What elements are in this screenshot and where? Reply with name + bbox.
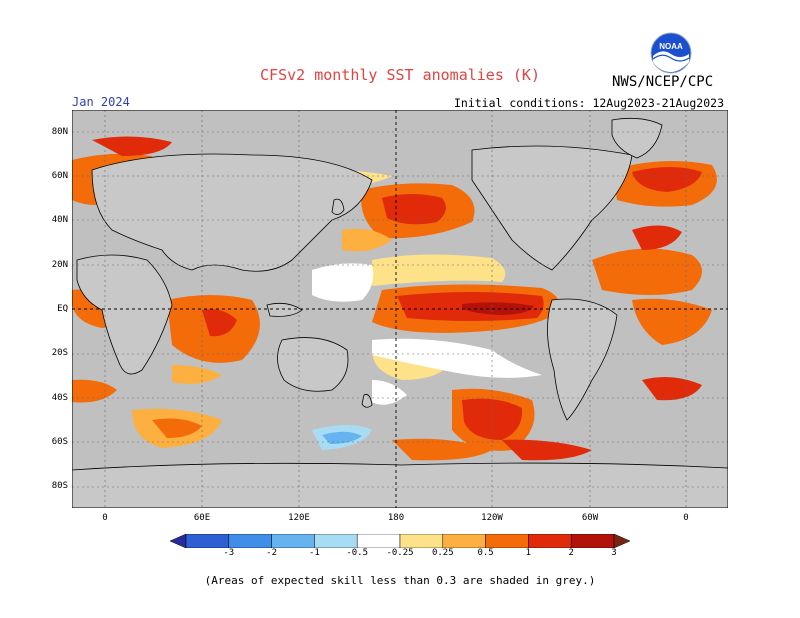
colorbar-label: 0.5 xyxy=(477,548,494,558)
lon-label: 120W xyxy=(481,513,503,523)
reference-lines xyxy=(72,110,728,508)
lon-label: 0 xyxy=(683,513,689,523)
lat-label: 20S xyxy=(51,348,68,358)
colorbar-segment xyxy=(570,534,615,548)
lat-label: 40N xyxy=(51,215,68,225)
colorbar-segment xyxy=(356,534,401,548)
lon-label: 0 xyxy=(102,513,108,523)
colorbar-label: -2 xyxy=(266,548,278,558)
lat-label: 40S xyxy=(51,393,68,403)
lat-label: 60N xyxy=(51,171,68,181)
lat-label: EQ xyxy=(57,304,68,314)
colorbar-label: -0.25 xyxy=(386,548,414,558)
initial-conditions: Initial conditions: 12Aug2023-21Aug2023 xyxy=(453,96,724,110)
land-masses xyxy=(72,117,728,508)
colorbar-segment xyxy=(485,534,529,548)
colorbar-segment xyxy=(399,534,444,548)
colorbar-label: 0.25 xyxy=(431,548,454,558)
colorbar-max-arrow xyxy=(613,534,630,548)
colorbar-segment xyxy=(185,534,230,548)
sst-anomaly-map xyxy=(72,110,728,508)
lat-label: 80N xyxy=(51,127,68,137)
colorbar-label: 1 xyxy=(525,548,532,558)
lat-label: 20N xyxy=(51,260,68,270)
forecast-month: Jan 2024 xyxy=(72,95,130,109)
colorbar-label: 3 xyxy=(611,548,617,558)
colorbar-segment xyxy=(528,534,572,548)
colorbar-segment xyxy=(314,534,358,548)
logo-text: NOAA xyxy=(659,42,683,51)
skill-footnote: (Areas of expected skill less than 0.3 a… xyxy=(204,574,596,587)
lat-label: 60S xyxy=(51,437,68,447)
colorbar xyxy=(170,534,630,548)
agency-label: NWS/NCEP/CPC xyxy=(612,74,714,90)
colorbar-segment xyxy=(271,534,315,548)
lon-label: 60W xyxy=(581,513,599,523)
lon-label: 120E xyxy=(288,513,310,523)
lat-label: 80S xyxy=(51,481,68,491)
colorbar-segment xyxy=(442,534,486,548)
colorbar-label: -1 xyxy=(308,548,320,558)
map-title: CFSv2 monthly SST anomalies (K) xyxy=(260,66,540,84)
colorbar-label: 2 xyxy=(568,548,574,558)
colorbar-min-arrow xyxy=(170,534,187,548)
colorbar-label: -0.5 xyxy=(346,548,369,558)
lon-label: 60E xyxy=(193,513,211,523)
grid-lines xyxy=(72,110,728,508)
lon-label: 180 xyxy=(387,513,405,523)
colorbar-label: -3 xyxy=(223,548,235,558)
noaa-logo-icon: NOAA xyxy=(650,32,692,74)
colorbar-segment xyxy=(228,534,272,548)
